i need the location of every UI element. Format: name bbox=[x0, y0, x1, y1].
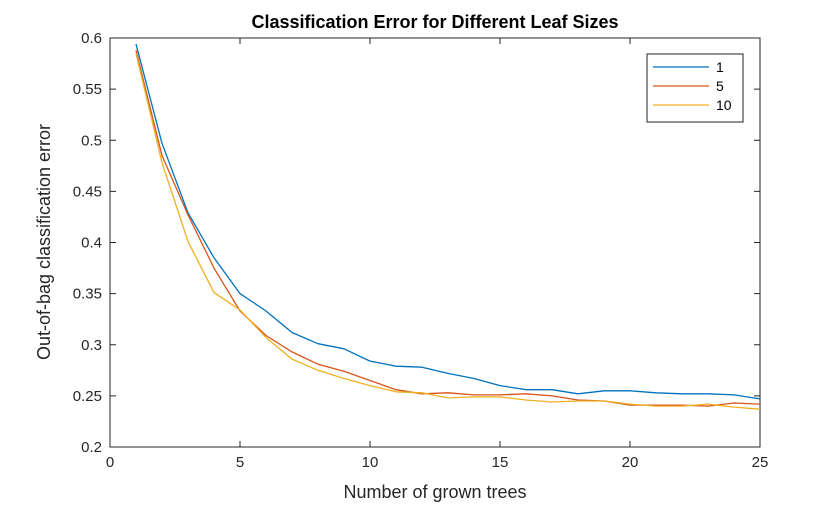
y-tick-label: 0.2 bbox=[81, 439, 102, 456]
y-tick-label: 0.45 bbox=[73, 183, 102, 200]
y-tick-label: 0.3 bbox=[81, 337, 102, 354]
series-line-1 bbox=[135, 43, 761, 400]
legend-box bbox=[646, 53, 744, 123]
y-tick-label: 0.55 bbox=[73, 81, 102, 98]
x-tick-label: 5 bbox=[236, 454, 244, 471]
x-tick-label: 0 bbox=[106, 454, 114, 471]
x-tick-label: 25 bbox=[752, 454, 769, 471]
x-axis-label: Number of grown trees bbox=[343, 482, 526, 502]
x-tick-label: 10 bbox=[362, 454, 379, 471]
x-tick-label: 20 bbox=[622, 454, 639, 471]
y-tick-label: 0.35 bbox=[73, 286, 102, 303]
legend-label-5: 5 bbox=[716, 78, 724, 94]
y-tick-label: 0.25 bbox=[73, 388, 102, 405]
series-line-5 bbox=[135, 50, 761, 407]
x-tick-label: 15 bbox=[492, 454, 509, 471]
series-line-10 bbox=[135, 53, 761, 410]
y-tick-label: 0.6 bbox=[81, 30, 102, 47]
tick-group: 0 5 10 15 20 250.20.250.30.350.40.450.50.550.… bbox=[73, 30, 769, 471]
series-group bbox=[135, 43, 761, 410]
y-tick-label: 0.4 bbox=[81, 235, 102, 252]
y-axis-label: Out-of-bag classification error bbox=[34, 124, 54, 360]
y-tick-label: 0.5 bbox=[81, 132, 102, 149]
legend-label-10: 10 bbox=[716, 97, 732, 113]
legend-label-1: 1 bbox=[716, 59, 724, 75]
chart-title: Classification Error for Different Leaf … bbox=[251, 12, 618, 32]
